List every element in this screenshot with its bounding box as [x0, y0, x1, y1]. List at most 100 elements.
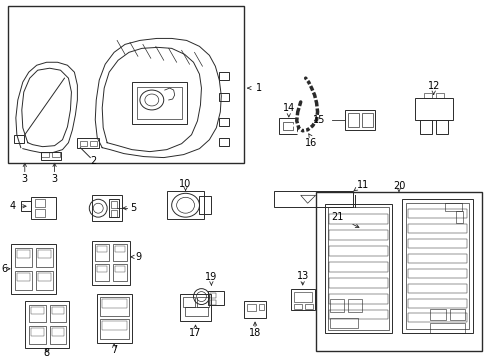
- Bar: [95, 264, 109, 281]
- Text: 11: 11: [357, 180, 369, 190]
- Bar: [208, 291, 224, 305]
- Bar: [362, 113, 372, 127]
- Bar: [328, 262, 387, 272]
- Bar: [137, 87, 181, 119]
- Bar: [15, 248, 32, 267]
- Bar: [90, 141, 97, 146]
- Bar: [347, 113, 359, 127]
- Text: 17: 17: [189, 328, 201, 338]
- Bar: [407, 269, 467, 278]
- Bar: [182, 297, 194, 306]
- Bar: [49, 327, 66, 344]
- Bar: [31, 306, 43, 315]
- Bar: [38, 250, 50, 258]
- Bar: [80, 141, 87, 146]
- Bar: [244, 301, 265, 319]
- Bar: [111, 201, 117, 208]
- Bar: [199, 196, 211, 214]
- Bar: [51, 152, 60, 157]
- Bar: [219, 138, 229, 146]
- Bar: [315, 192, 481, 351]
- Bar: [429, 323, 465, 333]
- Bar: [29, 327, 45, 344]
- Bar: [29, 305, 45, 323]
- Bar: [407, 298, 467, 307]
- Bar: [97, 246, 107, 252]
- Bar: [210, 300, 216, 305]
- Bar: [31, 197, 56, 219]
- Bar: [35, 209, 44, 217]
- Bar: [328, 246, 387, 256]
- Bar: [219, 118, 229, 126]
- Text: 13: 13: [296, 271, 308, 281]
- Bar: [11, 244, 56, 294]
- Bar: [328, 230, 387, 240]
- Bar: [115, 246, 125, 252]
- Bar: [407, 284, 467, 293]
- Bar: [113, 244, 127, 261]
- Bar: [8, 6, 244, 163]
- Bar: [21, 201, 31, 211]
- Text: 3: 3: [51, 175, 58, 184]
- Bar: [407, 224, 467, 233]
- Bar: [407, 254, 467, 263]
- Bar: [166, 192, 204, 219]
- Bar: [51, 328, 64, 336]
- Bar: [282, 122, 292, 130]
- Text: 5: 5: [130, 203, 136, 213]
- Bar: [328, 294, 387, 303]
- Bar: [293, 292, 311, 302]
- Bar: [347, 298, 362, 312]
- Text: 16: 16: [304, 138, 316, 148]
- Bar: [115, 266, 125, 272]
- Bar: [304, 303, 312, 309]
- Bar: [102, 298, 127, 307]
- Text: 14: 14: [282, 103, 294, 113]
- Bar: [179, 294, 211, 321]
- Text: 7: 7: [111, 345, 117, 355]
- Bar: [273, 192, 353, 207]
- Bar: [35, 199, 44, 207]
- Bar: [345, 110, 374, 130]
- Text: 3: 3: [21, 175, 28, 184]
- Bar: [219, 93, 229, 101]
- Bar: [97, 294, 132, 343]
- Text: 15: 15: [312, 115, 325, 125]
- Bar: [77, 138, 99, 148]
- Bar: [36, 271, 53, 290]
- Bar: [330, 319, 358, 328]
- Bar: [293, 303, 301, 309]
- Bar: [184, 306, 208, 316]
- Bar: [407, 314, 467, 323]
- Bar: [444, 203, 462, 211]
- Bar: [92, 241, 130, 285]
- Bar: [25, 301, 69, 348]
- Bar: [448, 309, 465, 320]
- Bar: [31, 328, 43, 336]
- Bar: [330, 298, 344, 312]
- Bar: [278, 118, 296, 134]
- Bar: [17, 250, 30, 258]
- Text: 19: 19: [205, 272, 217, 282]
- Bar: [132, 82, 186, 124]
- Bar: [113, 264, 127, 281]
- Bar: [405, 203, 468, 329]
- Bar: [49, 305, 66, 323]
- Bar: [455, 211, 463, 223]
- Bar: [328, 214, 387, 224]
- Bar: [435, 120, 447, 134]
- Bar: [259, 303, 264, 310]
- Bar: [328, 278, 387, 288]
- Bar: [219, 72, 229, 80]
- Bar: [435, 93, 443, 98]
- Text: 4: 4: [10, 201, 16, 211]
- Bar: [407, 239, 467, 248]
- Text: 20: 20: [392, 181, 405, 192]
- Bar: [290, 289, 314, 310]
- Text: 21: 21: [330, 212, 343, 222]
- Bar: [14, 135, 24, 143]
- Bar: [51, 306, 64, 315]
- Bar: [100, 319, 129, 339]
- Bar: [407, 209, 467, 218]
- Text: 9: 9: [135, 252, 141, 262]
